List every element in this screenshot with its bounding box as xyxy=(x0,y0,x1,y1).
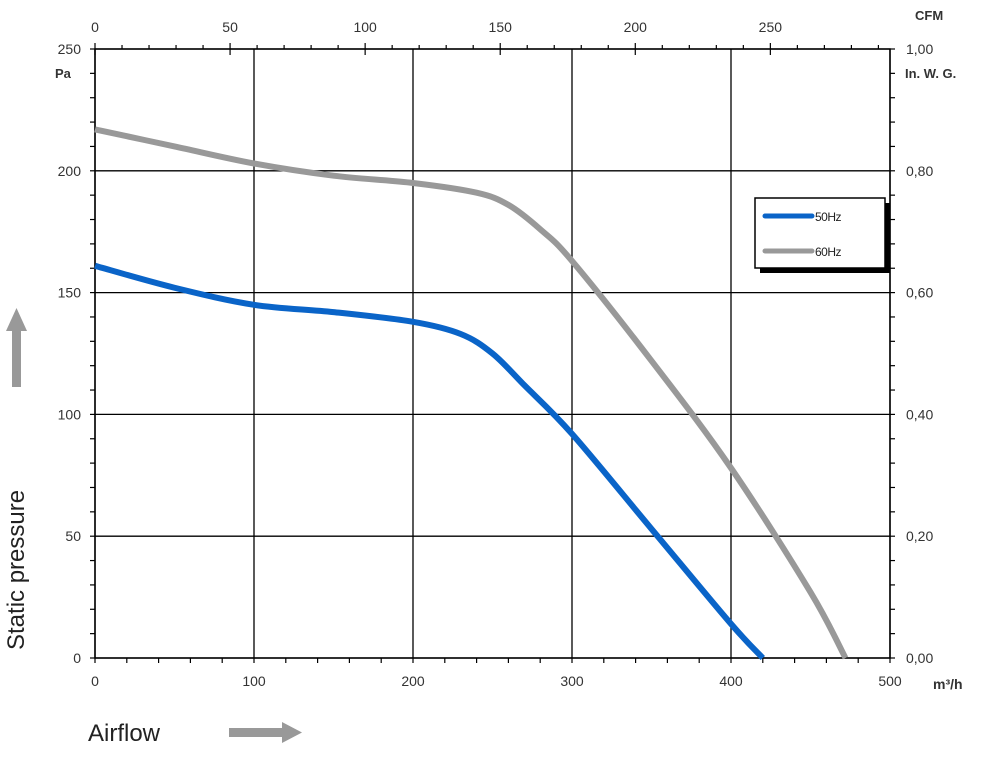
svg-text:0,00: 0,00 xyxy=(906,650,933,666)
svg-text:100: 100 xyxy=(242,673,266,689)
svg-text:200: 200 xyxy=(58,163,82,179)
airflow-arrow-icon xyxy=(229,722,302,743)
series-50hz-line xyxy=(94,262,765,661)
svg-text:250: 250 xyxy=(759,19,783,35)
svg-text:0,60: 0,60 xyxy=(906,285,933,301)
svg-text:1,00: 1,00 xyxy=(906,41,933,57)
svg-text:0,80: 0,80 xyxy=(906,163,933,179)
y2-unit-label: In. W. G. xyxy=(905,66,956,81)
legend: 50Hz 60Hz xyxy=(754,197,890,273)
x2-unit-label: CFM xyxy=(915,8,943,23)
legend-label-50hz: 50Hz xyxy=(815,210,842,224)
x-axis-title: Airflow xyxy=(88,720,161,747)
svg-text:250: 250 xyxy=(58,41,82,57)
svg-text:200: 200 xyxy=(624,19,648,35)
svg-text:100: 100 xyxy=(58,406,82,422)
legend-label-60hz: 60Hz xyxy=(815,245,842,259)
svg-text:0,40: 0,40 xyxy=(906,406,933,422)
data-series xyxy=(94,126,849,661)
svg-text:300: 300 xyxy=(560,673,584,689)
svg-text:150: 150 xyxy=(489,19,513,35)
svg-text:50: 50 xyxy=(65,528,81,544)
svg-text:100: 100 xyxy=(353,19,377,35)
tick-labels: 0 100 200 300 400 500 0 50 100 150 200 250 0 50 100 150… xyxy=(58,19,934,689)
pressure-arrow-icon xyxy=(6,308,27,387)
svg-text:0: 0 xyxy=(91,673,99,689)
x-unit-label: m³/h xyxy=(933,676,963,692)
svg-text:500: 500 xyxy=(878,673,902,689)
series-60hz-line xyxy=(94,126,849,660)
svg-text:200: 200 xyxy=(401,673,425,689)
svg-text:400: 400 xyxy=(719,673,743,689)
y-unit-label: Pa xyxy=(55,66,72,81)
svg-text:0: 0 xyxy=(91,19,99,35)
svg-text:0,20: 0,20 xyxy=(906,528,933,544)
axis-ticks xyxy=(90,43,895,663)
svg-text:50: 50 xyxy=(222,19,238,35)
svg-text:150: 150 xyxy=(58,285,82,301)
svg-text:0: 0 xyxy=(73,650,81,666)
grid-lines xyxy=(94,48,891,659)
y-axis-title: Static pressure xyxy=(3,490,30,650)
